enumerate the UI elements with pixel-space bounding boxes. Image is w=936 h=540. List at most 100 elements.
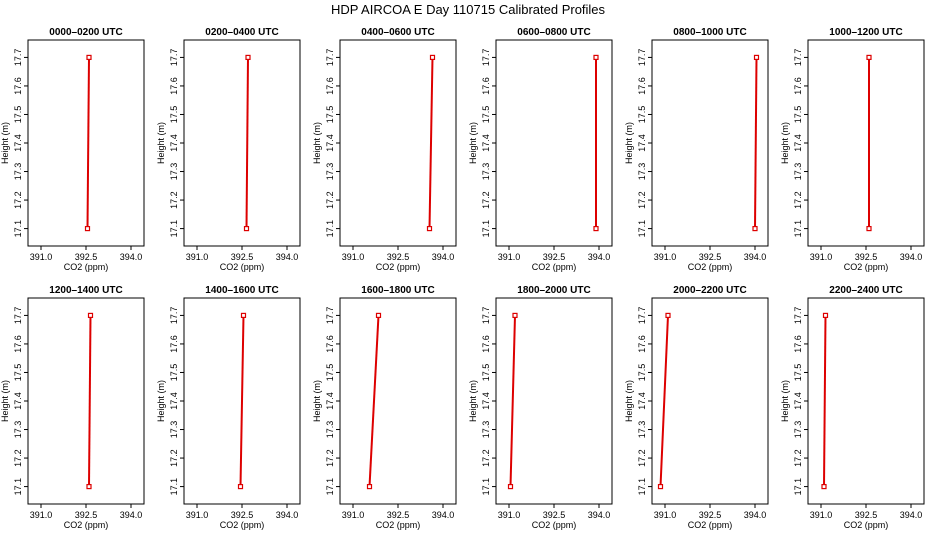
y-axis-label: Height (m) <box>468 380 478 422</box>
x-tick-label: 391.0 <box>342 510 365 520</box>
y-tick-label: 17.4 <box>13 134 23 152</box>
y-tick-label: 17.1 <box>793 478 803 496</box>
y-tick-label: 17.2 <box>169 191 179 209</box>
y-axis-label: Height (m) <box>624 380 634 422</box>
y-axis-label: Height (m) <box>624 122 634 164</box>
y-axis-label: Height (m) <box>312 380 322 422</box>
y-tick-label: 17.4 <box>793 134 803 152</box>
x-axis-label: CO2 (ppm) <box>220 520 265 530</box>
y-axis-label: Height (m) <box>0 380 10 422</box>
x-tick-label: 391.0 <box>654 252 677 262</box>
data-point <box>245 54 251 61</box>
profile-line <box>86 57 90 229</box>
chart-panel: 0800–1000 UTC 391.0 392.5 394.0 17.1 17.2 17.3… <box>624 27 769 272</box>
data-point <box>752 225 758 232</box>
profile-line <box>245 57 249 229</box>
y-tick-label: 17.4 <box>637 134 647 152</box>
data-point <box>866 54 872 61</box>
x-axis-label: CO2 (ppm) <box>376 262 421 272</box>
y-axis-label: Height (m) <box>0 122 10 164</box>
y-tick-label: 17.1 <box>325 220 335 238</box>
y-tick-label: 17.2 <box>637 449 647 467</box>
y-tick-label: 17.5 <box>169 364 179 382</box>
x-tick-label: 391.0 <box>186 510 209 520</box>
profile-line <box>754 57 758 229</box>
plot-frame <box>651 39 769 247</box>
data-point <box>866 225 872 232</box>
y-tick-label: 17.6 <box>13 77 23 95</box>
y-tick-label: 17.4 <box>169 392 179 410</box>
data-point <box>84 225 91 232</box>
y-tick-label: 17.6 <box>481 335 491 353</box>
panel-title: 1000–1200 UTC <box>829 27 902 38</box>
profile-line <box>428 57 434 229</box>
x-tick-label: 392.5 <box>387 252 410 262</box>
y-tick-label: 17.4 <box>793 392 803 410</box>
x-tick-label: 392.5 <box>75 510 98 520</box>
plot-frame <box>27 39 145 247</box>
x-tick-label: 394.0 <box>744 252 767 262</box>
profile-line <box>368 315 380 487</box>
x-tick-label: 394.0 <box>432 252 455 262</box>
y-tick-label: 17.7 <box>13 307 23 325</box>
chart-panel: 1800–2000 UTC 391.0 392.5 394.0 17.1 17.2 17.3… <box>468 285 613 530</box>
y-tick-label: 17.7 <box>169 307 179 325</box>
y-tick-label: 17.7 <box>325 307 335 325</box>
y-tick-label: 17.7 <box>637 49 647 67</box>
plot-frame <box>651 297 769 505</box>
y-tick-label: 17.4 <box>637 392 647 410</box>
y-tick-label: 17.6 <box>169 77 179 95</box>
y-tick-label: 17.6 <box>169 335 179 353</box>
panel-title: 0200–0400 UTC <box>205 27 278 38</box>
x-tick-label: 394.0 <box>588 510 611 520</box>
x-axis-label: CO2 (ppm) <box>844 262 889 272</box>
x-axis-label: CO2 (ppm) <box>64 520 109 530</box>
x-tick-label: 391.0 <box>810 510 833 520</box>
y-tick-label: 17.2 <box>325 191 335 209</box>
x-axis-label: CO2 (ppm) <box>220 262 265 272</box>
x-tick-label: 394.0 <box>276 252 299 262</box>
y-tick-label: 17.7 <box>325 49 335 67</box>
x-tick-label: 394.0 <box>276 510 299 520</box>
y-tick-label: 17.4 <box>169 134 179 152</box>
data-point <box>366 483 373 490</box>
profile-line <box>659 315 669 487</box>
y-tick-label: 17.4 <box>325 134 335 152</box>
y-tick-label: 17.7 <box>481 49 491 67</box>
x-tick-label: 392.5 <box>75 252 98 262</box>
data-point <box>821 483 827 490</box>
y-tick-label: 17.1 <box>481 478 491 496</box>
plot-frame <box>495 39 613 247</box>
y-tick-label: 17.6 <box>637 77 647 95</box>
chart-panel: 2000–2200 UTC 391.0 392.5 394.0 17.1 17.2 17.3… <box>624 285 769 530</box>
y-axis-label: Height (m) <box>312 122 322 164</box>
y-tick-label: 17.6 <box>325 77 335 95</box>
y-tick-label: 17.7 <box>793 307 803 325</box>
y-tick-label: 17.3 <box>637 421 647 439</box>
y-axis-label: Height (m) <box>468 122 478 164</box>
y-tick-label: 17.6 <box>13 335 23 353</box>
chart-panel: 2200–2400 UTC 391.0 392.5 394.0 17.1 17.2 17.3… <box>780 285 925 530</box>
data-point <box>665 312 671 319</box>
x-axis-label: CO2 (ppm) <box>688 520 733 530</box>
x-tick-label: 394.0 <box>900 510 923 520</box>
chart-panel: 0400–0600 UTC 391.0 392.5 394.0 17.1 17.2 17.3… <box>312 27 457 272</box>
x-tick-label: 394.0 <box>432 510 455 520</box>
y-tick-label: 17.1 <box>169 220 179 238</box>
y-tick-label: 17.2 <box>325 449 335 467</box>
profile-line <box>88 315 92 487</box>
x-tick-label: 391.0 <box>654 510 677 520</box>
y-tick-label: 17.2 <box>169 449 179 467</box>
profile-line <box>509 315 516 487</box>
data-point <box>507 483 514 490</box>
panel-title: 2000–2200 UTC <box>673 285 746 296</box>
profile-line <box>239 315 245 487</box>
y-tick-label: 17.1 <box>13 478 23 496</box>
panel-title: 0000–0200 UTC <box>49 27 122 38</box>
y-tick-label: 17.3 <box>13 163 23 181</box>
data-point <box>593 54 599 61</box>
panel-title: 2200–2400 UTC <box>829 285 902 296</box>
y-tick-label: 17.4 <box>13 392 23 410</box>
y-tick-label: 17.3 <box>481 421 491 439</box>
